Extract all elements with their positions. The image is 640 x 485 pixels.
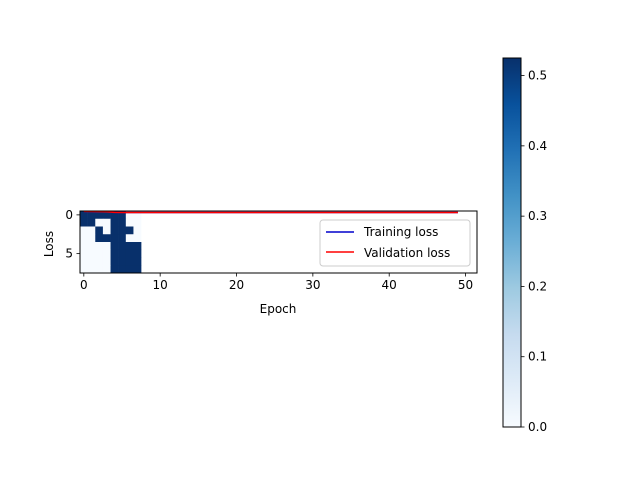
heatmap-cell-r4-c3: [102, 242, 111, 251]
heatmap-cell-r2-c4: [110, 226, 119, 235]
heatmap-cell-r2-c0: [80, 226, 88, 235]
heatmap-cell-r3-c5: [118, 234, 127, 243]
legend-frame: [319, 219, 471, 267]
legend-validation-label: Validation loss: [364, 246, 450, 260]
heatmap-cell-r0-c1: [87, 211, 96, 220]
y-axis-label: Loss: [42, 231, 56, 257]
heatmap-cell-r6-c3: [102, 257, 111, 266]
x-tick-label-20: 20: [229, 278, 244, 292]
heatmap-cell-r2-c3: [102, 226, 111, 235]
heatmap-cell-r6-c7: [133, 257, 142, 266]
x-tick-label-30: 30: [305, 278, 320, 292]
heatmap-cell-r5-c0: [80, 249, 88, 258]
colorbar-tick-label-0: 0.0: [528, 420, 547, 434]
heatmap-cell-r4-c0: [80, 242, 88, 251]
heatmap-cell-r7-c1: [87, 265, 96, 273]
heatmap-cell-r0-c5: [118, 211, 127, 220]
heatmap-cell-r0-c6: [125, 211, 134, 220]
heatmap-cell-r4-c7: [133, 242, 142, 251]
heatmap-cell-r5-c1: [87, 249, 96, 258]
series-line-1: [83, 211, 458, 214]
colorbar: 0.0 0.1 0.2 0.3 0.4 0.5: [502, 57, 547, 434]
colorbar-tick-label-2: 0.2: [528, 279, 547, 293]
heatmap-cell-r6-c5: [118, 257, 127, 266]
heatmap-cell-r6-c0: [80, 257, 88, 266]
colorbar-tick-label-4: 0.4: [528, 139, 547, 153]
x-tick-label-50: 50: [458, 278, 473, 292]
heatmap-cell-r1-c5: [118, 218, 127, 227]
heatmap-cell-r6-c1: [87, 257, 96, 266]
heatmap-cell-r2-c5: [118, 226, 127, 235]
heatmap-cell-r7-c5: [118, 265, 127, 273]
x-tick-label-0: 0: [80, 278, 88, 292]
heatmap-cell-r5-c4: [110, 249, 119, 258]
heatmap-cell-r3-c7: [133, 234, 142, 243]
heatmap-cell-r7-c4: [110, 265, 119, 273]
legend-training-label: Training loss: [363, 225, 438, 239]
heatmap-cell-r4-c4: [110, 242, 119, 251]
heatmap-cell-r0-c3: [102, 211, 111, 220]
heatmap-cell-r6-c4: [110, 257, 119, 266]
heatmap-cell-r1-c7: [133, 218, 142, 227]
heatmap-cell-r7-c7: [133, 265, 142, 273]
heatmap-cell-r2-c6: [125, 226, 134, 235]
x-tick-label-10: 10: [153, 278, 168, 292]
heatmap-cell-r5-c2: [95, 249, 104, 258]
heatmap-cell-r3-c1: [87, 234, 96, 243]
legend: Training loss Validation loss: [319, 219, 471, 267]
heatmap-cell-r7-c2: [95, 265, 104, 273]
heatmap-cell-r0-c2: [95, 211, 104, 220]
colorbar-gradient: [502, 57, 522, 428]
heatmap-cell-r3-c3: [102, 234, 111, 243]
heatmap-cell-r5-c7: [133, 249, 142, 258]
heatmap-cell-r0-c7: [133, 211, 142, 220]
heatmap-cell-r5-c3: [102, 249, 111, 258]
x-axis-label: Epoch: [260, 302, 297, 316]
colorbar-tick-label-1: 0.1: [528, 350, 547, 364]
heatmap-cell-r4-c6: [125, 242, 134, 251]
heatmap-cell-r7-c3: [102, 265, 111, 273]
heatmap-cell-r1-c2: [95, 218, 104, 227]
heatmap-cell-r0-c4: [110, 211, 119, 220]
heatmap-cell-r3-c2: [95, 234, 104, 243]
heatmap-cell-r2-c1: [87, 226, 96, 235]
x-tick-label-40: 40: [382, 278, 397, 292]
heatmap-cell-r3-c6: [125, 234, 134, 243]
heatmap-cell-r3-c0: [80, 234, 88, 243]
colorbar-tick-label-3: 0.3: [528, 209, 547, 223]
colorbar-tick-label-5: 0.5: [528, 69, 547, 83]
heatmap-cell-r1-c4: [110, 218, 119, 227]
heatmap-cell-r4-c2: [95, 242, 104, 251]
heatmap-cell-r5-c6: [125, 249, 134, 258]
y-tick-label-0: 0: [65, 208, 73, 222]
heatmap-cell-r5-c5: [118, 249, 127, 258]
heatmap-cell-r7-c6: [125, 265, 134, 273]
heatmap-cell-r4-c5: [118, 242, 127, 251]
y-tick-label-5: 5: [65, 247, 73, 261]
heatmap-cell-r3-c4: [110, 234, 119, 243]
heatmap-cell-r1-c1: [87, 218, 96, 227]
heatmap-cell-r1-c0: [80, 218, 88, 227]
heatmap-cell-r6-c2: [95, 257, 104, 266]
heatmap-cell-r2-c7: [133, 226, 142, 235]
heatmap-cell-r4-c1: [87, 242, 96, 251]
plot-frame: [79, 210, 478, 274]
heatmap-cell-r1-c3: [102, 218, 111, 227]
heatmap-cell-r6-c6: [125, 257, 134, 266]
heatmap-cell-r1-c6: [125, 218, 134, 227]
heatmap-cell-r0-c0: [80, 211, 88, 220]
heatmap-cell-r2-c2: [95, 226, 104, 235]
heatmap-cell-r7-c0: [80, 265, 88, 273]
